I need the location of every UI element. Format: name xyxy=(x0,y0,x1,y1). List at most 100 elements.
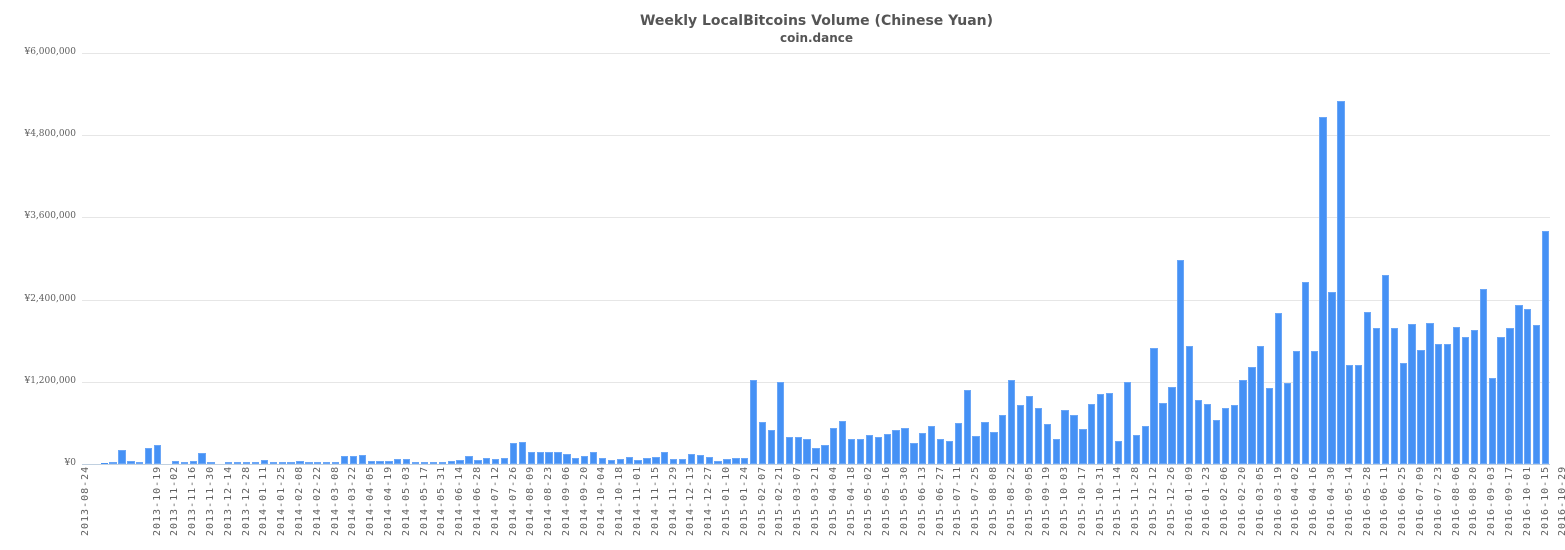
bar[interactable] xyxy=(109,462,117,464)
bar[interactable] xyxy=(260,459,269,464)
bar[interactable] xyxy=(1355,364,1363,464)
bar[interactable] xyxy=(278,462,286,464)
bar[interactable] xyxy=(314,462,322,464)
bar[interactable] xyxy=(269,462,277,464)
bar[interactable] xyxy=(1061,409,1069,464)
bar[interactable] xyxy=(643,457,651,464)
bar[interactable] xyxy=(598,457,607,464)
bar[interactable] xyxy=(821,444,829,464)
bar[interactable] xyxy=(945,440,954,464)
bar[interactable] xyxy=(118,450,126,464)
bar[interactable] xyxy=(625,457,633,464)
bar[interactable] xyxy=(812,447,820,464)
bar[interactable] xyxy=(420,461,429,464)
bar[interactable] xyxy=(189,461,197,464)
bar[interactable] xyxy=(954,422,962,464)
bar[interactable] xyxy=(1470,330,1479,464)
bar[interactable] xyxy=(331,462,340,464)
bar[interactable] xyxy=(981,422,989,464)
bar[interactable] xyxy=(1212,420,1220,464)
bar[interactable] xyxy=(1132,434,1140,464)
bar[interactable] xyxy=(830,428,838,464)
bar[interactable] xyxy=(607,459,616,464)
bar[interactable] xyxy=(1230,405,1238,464)
bar[interactable] xyxy=(581,455,589,464)
bar[interactable] xyxy=(1070,415,1078,464)
bar[interactable] xyxy=(1533,324,1541,464)
bar[interactable] xyxy=(883,433,891,464)
bar[interactable] xyxy=(999,414,1007,464)
bar[interactable] xyxy=(1506,327,1514,464)
bar[interactable] xyxy=(323,462,331,464)
bar[interactable] xyxy=(1105,392,1114,464)
bar[interactable] xyxy=(1461,337,1470,464)
bar[interactable] xyxy=(1479,289,1487,464)
bar[interactable] xyxy=(1310,350,1318,464)
bar[interactable] xyxy=(750,379,758,464)
bar[interactable] xyxy=(1248,367,1256,464)
bar[interactable] xyxy=(100,463,108,464)
bar[interactable] xyxy=(634,459,642,464)
bar[interactable] xyxy=(1194,399,1203,464)
bar[interactable] xyxy=(723,458,731,464)
bar[interactable] xyxy=(367,461,375,464)
bar[interactable] xyxy=(251,462,260,464)
bar[interactable] xyxy=(492,458,500,464)
bar[interactable] xyxy=(696,455,704,464)
bar[interactable] xyxy=(1079,429,1087,464)
bar[interactable] xyxy=(963,390,971,464)
bar[interactable] xyxy=(1025,396,1034,464)
bar[interactable] xyxy=(153,444,162,464)
bar[interactable] xyxy=(661,452,669,464)
bar[interactable] xyxy=(1283,383,1292,464)
bar[interactable] xyxy=(1221,407,1229,464)
bar[interactable] xyxy=(1159,403,1167,464)
bar[interactable] xyxy=(589,451,598,464)
bar[interactable] xyxy=(509,443,518,464)
bar[interactable] xyxy=(572,457,580,464)
bar[interactable] xyxy=(483,457,491,464)
bar[interactable] xyxy=(803,438,811,464)
bar[interactable] xyxy=(1088,404,1096,464)
bar[interactable] xyxy=(1257,346,1265,464)
bar[interactable] xyxy=(287,461,295,464)
bar[interactable] xyxy=(403,458,411,464)
bar[interactable] xyxy=(1390,328,1398,464)
bar[interactable] xyxy=(901,427,909,464)
bar[interactable] xyxy=(1381,274,1390,464)
bar[interactable] xyxy=(1150,347,1158,464)
bar[interactable] xyxy=(296,461,304,464)
bar[interactable] xyxy=(892,429,900,464)
bar[interactable] xyxy=(1141,425,1149,464)
bar[interactable] xyxy=(732,457,740,464)
bar[interactable] xyxy=(687,453,696,464)
bar[interactable] xyxy=(972,435,980,464)
bar[interactable] xyxy=(1363,311,1372,464)
bar[interactable] xyxy=(500,457,509,464)
bar[interactable] xyxy=(171,461,180,464)
bar[interactable] xyxy=(1497,336,1505,464)
bar[interactable] xyxy=(758,422,767,464)
bar[interactable] xyxy=(839,420,847,464)
bar[interactable] xyxy=(1426,322,1434,464)
bar[interactable] xyxy=(340,456,349,464)
bar[interactable] xyxy=(1292,350,1301,464)
bar[interactable] xyxy=(652,457,660,464)
bar[interactable] xyxy=(1301,282,1309,464)
bar[interactable] xyxy=(705,457,713,464)
bar[interactable] xyxy=(616,458,624,464)
bar[interactable] xyxy=(856,439,865,464)
bar[interactable] xyxy=(1541,231,1550,464)
bar[interactable] xyxy=(928,425,936,464)
bar[interactable] xyxy=(1444,344,1452,464)
bar[interactable] xyxy=(1319,116,1327,464)
bar[interactable] xyxy=(936,439,945,464)
bar[interactable] xyxy=(385,461,393,464)
bar[interactable] xyxy=(1488,378,1496,464)
bar[interactable] xyxy=(349,456,357,464)
bar[interactable] xyxy=(1203,404,1212,464)
bar[interactable] xyxy=(1372,327,1381,464)
bar[interactable] xyxy=(554,451,562,464)
bar[interactable] xyxy=(874,436,882,464)
bar[interactable] xyxy=(794,437,802,464)
